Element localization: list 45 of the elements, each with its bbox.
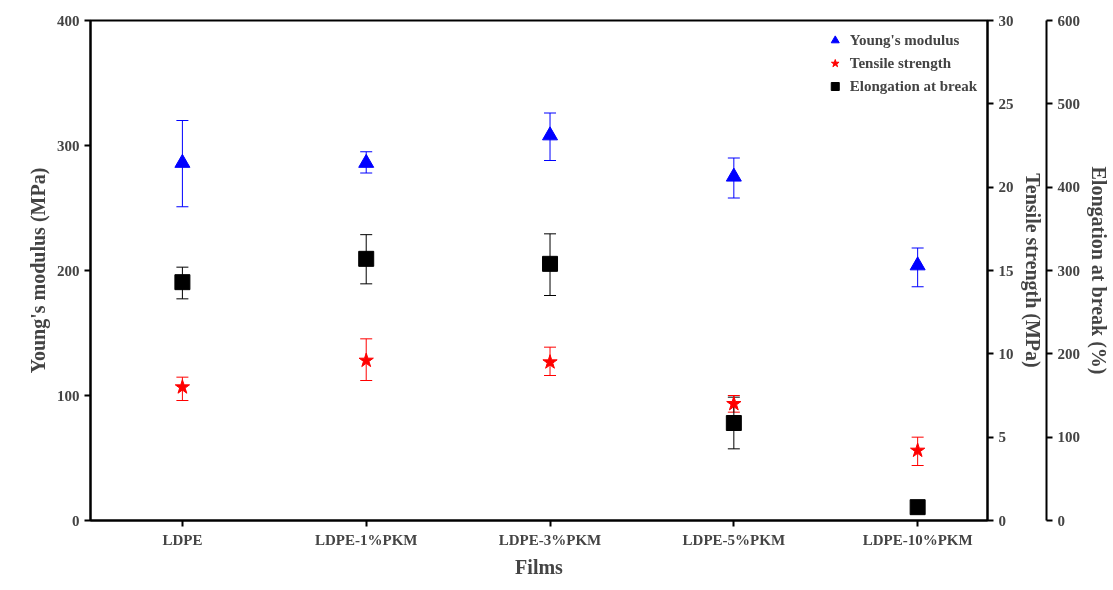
y3-tick-label: 500 xyxy=(1057,95,1080,112)
y3-tick-label: 0 xyxy=(1057,512,1065,529)
x-axis-title: Films xyxy=(515,555,564,578)
point xyxy=(358,153,375,168)
y3-tick-label: 100 xyxy=(1057,429,1080,446)
legend-label: Young's modulus xyxy=(849,31,960,49)
y3-tick-label: 400 xyxy=(1057,179,1080,196)
x-tick-label: LDPE-3%PKM xyxy=(498,531,602,548)
point xyxy=(910,442,926,458)
y-tick-label: 200 xyxy=(57,262,80,279)
point xyxy=(909,256,926,271)
point xyxy=(725,415,742,431)
x-tick-label: LDPE xyxy=(162,531,203,548)
point xyxy=(358,352,374,368)
y-tick-label: 0 xyxy=(72,512,80,529)
y-tick-label: 400 xyxy=(57,12,80,29)
x-tick-label: LDPE-1%PKM xyxy=(314,531,418,548)
point xyxy=(542,126,559,141)
y-tick-label: 300 xyxy=(57,137,80,154)
y3-tick-label: 200 xyxy=(1057,345,1080,362)
x-tick-label: LDPE-10%PKM xyxy=(862,531,973,548)
point xyxy=(909,499,926,516)
x-tick-label: LDPE-5%PKM xyxy=(682,531,786,548)
legend-label: Tensile strength xyxy=(849,54,952,72)
y2-axis-title: Tensile strength (MPa) xyxy=(1020,173,1044,368)
point xyxy=(542,255,559,272)
point xyxy=(174,274,191,291)
y-tick-label: 100 xyxy=(57,387,80,404)
point xyxy=(174,379,191,394)
y-axis-title: Young's modulus (MPa) xyxy=(27,167,50,374)
y3-tick-label: 600 xyxy=(1057,12,1080,29)
y2-tick-label: 5 xyxy=(998,429,1006,446)
point xyxy=(174,153,191,168)
legend-label: Elongation at break xyxy=(849,77,977,95)
y2-tick-label: 20 xyxy=(998,179,1014,196)
point xyxy=(358,250,375,267)
y2-tick-label: 10 xyxy=(998,345,1014,362)
y2-tick-label: 25 xyxy=(998,95,1014,112)
y2-tick-label: 0 xyxy=(998,512,1006,529)
y2-tick-label: 15 xyxy=(998,262,1014,279)
point xyxy=(542,354,558,369)
y2-tick-label: 30 xyxy=(998,12,1014,29)
y3-axis-title: Elongation at break (%) xyxy=(1087,166,1110,375)
y3-tick-label: 300 xyxy=(1057,262,1080,279)
point xyxy=(725,167,742,182)
